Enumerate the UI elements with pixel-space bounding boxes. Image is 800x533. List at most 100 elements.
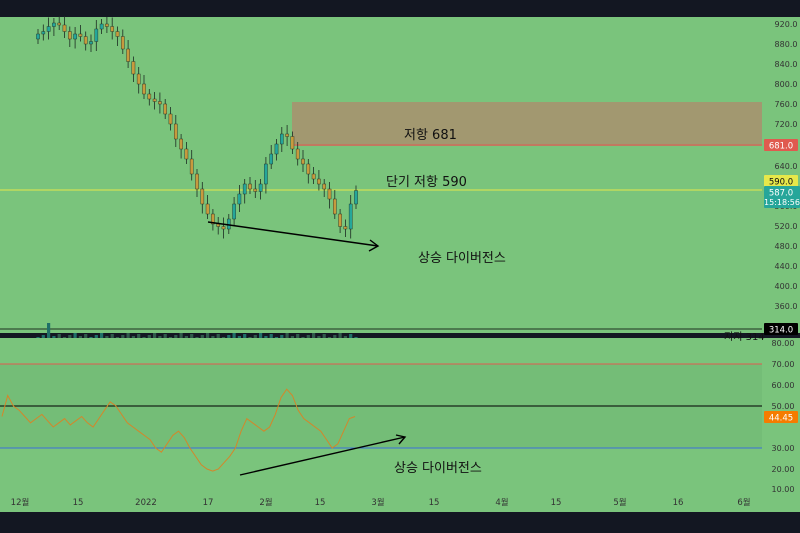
candle-body <box>301 158 305 165</box>
candle-body <box>253 188 258 192</box>
volume-bar <box>179 333 183 338</box>
volume-bar <box>343 336 347 338</box>
candle-body <box>36 33 40 40</box>
volume-bar <box>131 336 135 338</box>
resistance-label: 저항 681 <box>404 128 457 143</box>
volume-bar <box>349 334 353 338</box>
price-tick-label: 440.0 <box>775 262 798 271</box>
time-tick-labels: 12월 15 2022 17 2월 15 3월 15 4월 15 5월 16 6월 <box>11 497 751 508</box>
volume-bar <box>195 337 199 338</box>
candle-body <box>110 26 114 32</box>
short-resistance-badge-text: 590.0 <box>769 178 793 188</box>
support-badge <box>764 323 798 335</box>
price-tick-label: 400.0 <box>775 282 798 291</box>
candle-body <box>189 158 194 175</box>
support-label: 지지 314 <box>724 331 765 343</box>
candle-body <box>173 123 178 140</box>
volume-bar <box>137 334 141 338</box>
candle-body <box>221 226 226 230</box>
volume-bar <box>317 336 321 338</box>
candle-body <box>354 190 358 205</box>
candle-body <box>89 41 93 45</box>
volume-bar <box>306 335 310 338</box>
price-pane[interactable] <box>0 17 762 333</box>
candle-body <box>242 183 247 195</box>
time-axis[interactable] <box>0 492 800 512</box>
candle-body <box>184 148 189 160</box>
volume-bar <box>190 334 194 338</box>
candle-body <box>99 23 104 30</box>
volume-bar <box>290 336 294 338</box>
time-tick-label: 15 <box>73 498 84 508</box>
volume-bar <box>68 335 72 338</box>
candle-body <box>343 226 348 230</box>
volume-bar <box>184 336 188 338</box>
candle-body <box>205 203 210 215</box>
price-divergence-arrow <box>207 221 379 247</box>
candle-body <box>232 203 236 220</box>
volume-bar <box>221 337 226 338</box>
candle-body <box>179 138 183 150</box>
candle-body <box>142 83 146 95</box>
candle-body <box>41 31 46 35</box>
candle-body <box>78 33 83 37</box>
candle-body <box>248 183 252 190</box>
volume-bar <box>206 333 210 338</box>
volume-bar <box>168 337 173 338</box>
volume-bar <box>243 334 247 338</box>
candle-body <box>136 73 141 85</box>
candle-body <box>237 193 242 205</box>
candle-body <box>226 218 231 230</box>
candle-body <box>152 98 157 102</box>
volume-bar <box>73 333 77 338</box>
short-resistance-badge <box>764 175 798 187</box>
candle-body <box>200 188 205 205</box>
volume-bar <box>301 337 305 338</box>
candle-body <box>57 22 61 26</box>
resistance-badge-text: 681.0 <box>769 142 793 152</box>
volume-bar <box>126 333 130 338</box>
volume-bar <box>94 335 98 338</box>
candle-body <box>52 22 56 27</box>
candle-body <box>280 133 284 145</box>
volume-bar <box>259 333 263 338</box>
candle-body <box>258 183 263 192</box>
countdown-badge-text: 15:18:56 <box>764 198 800 207</box>
volume-bar <box>333 335 337 338</box>
volume-bar <box>248 337 252 338</box>
volume-bar <box>253 335 257 338</box>
price-tick-label: 520.0 <box>775 222 798 231</box>
candle-body <box>306 163 311 175</box>
candle-body <box>274 143 279 155</box>
volume-bar <box>36 337 40 338</box>
rsi-tick-label: 60.00 <box>772 381 795 390</box>
volume-bar <box>174 335 178 338</box>
volume-bar <box>158 336 162 338</box>
volume-bar <box>285 333 289 338</box>
price-tick-label: 800.0 <box>775 80 798 89</box>
volume-bar <box>338 333 342 338</box>
price-tick-label: 480.0 <box>775 242 798 251</box>
volume-bar <box>110 334 114 338</box>
resistance-zone <box>292 102 762 146</box>
volume-bar <box>211 336 215 338</box>
candle-body <box>311 173 316 180</box>
volume-bar <box>200 335 204 338</box>
candle-body <box>348 203 353 230</box>
rsi-tick-label: 10.00 <box>772 485 795 494</box>
time-tick-label: 15 <box>551 498 562 508</box>
volume-bar <box>41 335 45 338</box>
volume-bar <box>84 334 88 338</box>
volume-bar <box>62 337 67 338</box>
volume-bar <box>105 336 109 338</box>
rsi-tick-label: 20.00 <box>772 465 795 474</box>
candle-body <box>269 153 274 165</box>
resistance-badge <box>764 139 798 151</box>
volume-bar <box>153 333 157 338</box>
candle-body <box>67 31 72 40</box>
volume-bar <box>121 335 125 338</box>
candle-body <box>285 133 289 137</box>
price-tick-label: 640.0 <box>775 162 798 171</box>
volume-bar <box>147 335 151 338</box>
